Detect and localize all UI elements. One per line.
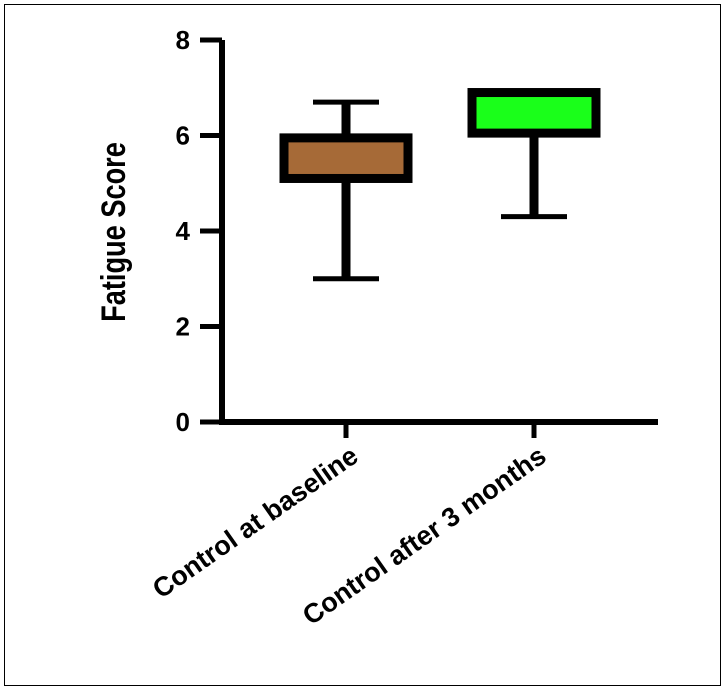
box-series xyxy=(279,88,601,282)
figure-frame xyxy=(4,4,721,686)
x-category-label: Control at baseline xyxy=(147,440,363,604)
y-axis-title: Fatigue Score xyxy=(94,142,133,322)
box-iqr xyxy=(467,88,601,138)
box-plot xyxy=(279,99,413,282)
y-tick-label: 6 xyxy=(176,121,190,151)
y-tick-label: 2 xyxy=(176,312,190,342)
y-axis: 0 2 4 6 8 xyxy=(176,25,225,437)
y-tick-label: 8 xyxy=(176,25,190,55)
y-tick-label: 4 xyxy=(176,216,191,246)
y-tick-label: 0 xyxy=(176,407,190,437)
box-iqr xyxy=(279,133,413,183)
box-plot xyxy=(467,88,601,220)
